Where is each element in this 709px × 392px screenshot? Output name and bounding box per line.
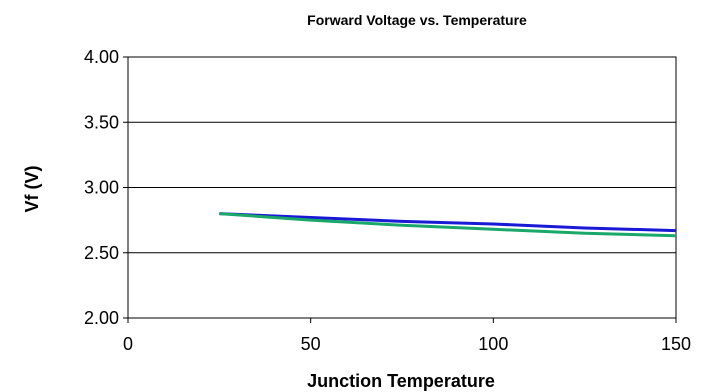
y-tick-label: 3.00 xyxy=(84,178,119,198)
series-line-2 xyxy=(219,212,677,238)
x-tick-labels: 0 50 100 150 xyxy=(123,318,691,354)
y-tick-labels: 2.00 2.50 3.00 3.50 4.00 xyxy=(84,47,119,328)
plot-area xyxy=(127,56,677,319)
gridlines xyxy=(123,56,676,319)
series-lines xyxy=(219,212,677,238)
y-tick-label: 3.50 xyxy=(84,112,119,132)
x-tick-label: 0 xyxy=(123,334,133,354)
y-tick-label: 4.00 xyxy=(84,47,119,67)
x-tick-label: 150 xyxy=(661,334,691,354)
y-tick-label: 2.00 xyxy=(84,308,119,328)
x-tick-label: 50 xyxy=(301,334,321,354)
series-line-1 xyxy=(219,212,677,233)
x-axis-label: Junction Temperature xyxy=(307,371,495,391)
x-tick-label: 100 xyxy=(478,334,508,354)
y-tick-label: 2.50 xyxy=(84,243,119,263)
y-axis-label: Vf (V) xyxy=(22,165,42,212)
chart-title: Forward Voltage vs. Temperature xyxy=(307,12,527,28)
